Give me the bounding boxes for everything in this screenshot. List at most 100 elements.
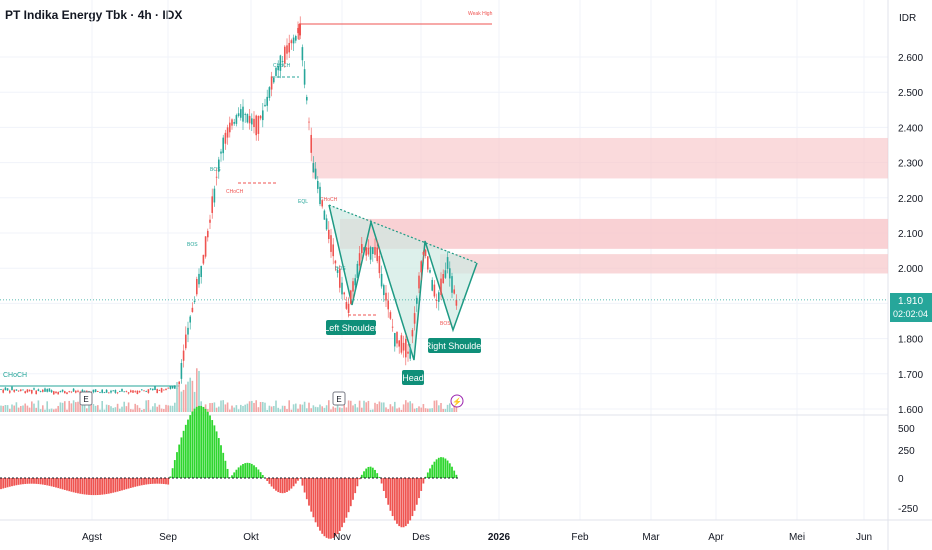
oscillator-bar: [118, 478, 121, 492]
candle-body: [119, 391, 121, 392]
volume-bar: [319, 404, 321, 412]
candle-body: [2, 389, 4, 393]
candle-body: [112, 390, 114, 392]
volume-bar: [257, 407, 260, 412]
candle-body: [108, 392, 110, 394]
volume-bar: [86, 408, 88, 412]
volume-bar: [108, 405, 110, 412]
volume-bar: [354, 403, 356, 412]
volume-bar: [9, 408, 11, 412]
candle-body: [83, 390, 86, 392]
oscillator-bar: [103, 478, 106, 495]
candle-body: [248, 115, 251, 124]
oscillator-bar: [272, 478, 275, 489]
candle-body: [297, 27, 299, 34]
oscillator-bar: [422, 478, 425, 484]
oscillator-bar: [402, 478, 405, 528]
candle-body: [369, 247, 372, 260]
volume-bar: [165, 404, 167, 412]
volume-bar: [253, 402, 255, 412]
volume-bar: [345, 407, 348, 412]
candle-body: [363, 247, 365, 251]
candle-body: [209, 219, 211, 223]
candle-body: [50, 390, 53, 393]
volume-bar: [427, 408, 429, 412]
oscillator-bar: [176, 452, 178, 478]
oscillator-bar: [334, 478, 337, 537]
candle-body: [396, 331, 398, 344]
neckline: [328, 204, 478, 264]
oscillator-bar: [396, 478, 398, 524]
volume-bar: [240, 404, 242, 412]
oscillator-bar: [138, 478, 141, 486]
candle-body: [72, 388, 75, 392]
volume-bar: [424, 408, 427, 412]
volume-bar: [328, 400, 330, 412]
oscillator-bar: [275, 478, 277, 491]
volume-bar: [156, 406, 158, 412]
candle-body: [323, 210, 326, 220]
volume-bar: [308, 402, 310, 412]
oscillator-bar: [255, 467, 258, 478]
oscillator-bar: [35, 478, 38, 484]
candle-body: [244, 113, 246, 115]
candle-body: [257, 115, 260, 134]
volume-bar: [332, 406, 334, 412]
volume-bar: [112, 407, 114, 412]
candle-body: [288, 42, 290, 53]
volume-bar: [15, 402, 18, 412]
oscillator-bar: [167, 478, 170, 485]
volume-bar: [312, 405, 315, 412]
candle-body: [149, 388, 152, 390]
candle-body: [182, 350, 185, 361]
volume-bar: [138, 407, 141, 412]
volume-bar: [55, 408, 57, 412]
price-tick: 2.200: [898, 194, 923, 205]
oscillator-bar: [404, 478, 407, 527]
candle-body: [11, 386, 13, 391]
candle-body: [240, 109, 242, 118]
volume-bar: [429, 408, 431, 412]
candle-body: [255, 115, 257, 136]
candle-body: [455, 299, 458, 306]
candle-body: [44, 388, 46, 392]
oscillator-bar: [343, 478, 346, 523]
oscillator-bar: [160, 478, 163, 484]
candle-body: [196, 278, 198, 295]
volume-bar: [378, 401, 381, 412]
oscillator-bar: [385, 478, 387, 499]
volume-bar: [444, 408, 447, 412]
candle-body: [215, 176, 218, 178]
oscillator-bar: [270, 478, 273, 487]
candle-body: [169, 386, 172, 389]
oscillator-bar: [191, 411, 194, 478]
candle-body: [451, 276, 453, 293]
volume-bar: [317, 407, 319, 412]
candle-body: [292, 37, 295, 44]
candle-body: [178, 381, 180, 385]
oscillator-bar: [312, 478, 315, 518]
oscillator-bar: [248, 463, 251, 478]
oscillator-bar: [393, 478, 396, 521]
volume-bar: [134, 403, 136, 412]
oscillator-bar: [24, 478, 27, 484]
oscillator-bar: [242, 464, 244, 478]
volume-bar: [334, 407, 337, 412]
candle-body: [383, 285, 385, 296]
time-tick: Mar: [642, 532, 660, 543]
volume-bar: [323, 407, 326, 412]
oscillator-bar: [173, 460, 176, 478]
price-tag-bg: [890, 293, 932, 322]
volume-bar: [75, 402, 77, 412]
candle-body: [39, 391, 42, 392]
candle-body: [427, 256, 429, 270]
time-tick: Mei: [789, 532, 805, 543]
oscillator-bar: [156, 478, 159, 484]
oscillator-bar: [74, 478, 77, 493]
oscillator-bar: [213, 425, 216, 478]
volume-bar: [110, 406, 112, 412]
candle-body: [268, 87, 271, 98]
flash-icon: [450, 394, 464, 408]
volume-bar: [310, 408, 312, 412]
